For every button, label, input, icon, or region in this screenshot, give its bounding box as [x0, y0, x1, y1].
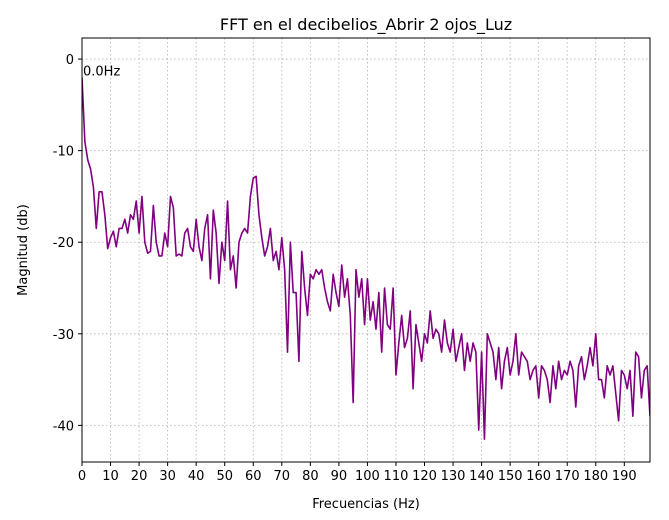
y-tick-label: -10 — [53, 145, 74, 160]
x-tick-label: 0 — [78, 469, 86, 484]
y-tick-label: -20 — [53, 236, 74, 251]
x-tick-label: 90 — [331, 469, 348, 484]
x-tick-label: 60 — [245, 469, 262, 484]
plot-frame — [81, 37, 651, 463]
x-tick-label: 40 — [188, 469, 205, 484]
x-tick-label: 100 — [355, 469, 380, 484]
x-tick-label: 140 — [469, 469, 494, 484]
x-tick-label: 120 — [412, 469, 437, 484]
y-tick-label: -40 — [53, 419, 74, 434]
y-tick-label: 0 — [66, 53, 74, 68]
x-tick-label: 70 — [274, 469, 291, 484]
x-tick-label: 50 — [216, 469, 233, 484]
x-tick-label: 150 — [498, 469, 523, 484]
x-axis-label: Frecuencias (Hz) — [312, 497, 420, 512]
x-tick-label: 190 — [612, 469, 637, 484]
annotation: 0.0Hz — [83, 64, 120, 79]
y-axis-label: Magnitud (db) — [16, 204, 31, 296]
data-line — [82, 77, 650, 440]
x-tick-label: 30 — [159, 469, 176, 484]
x-tick-label: 180 — [583, 469, 608, 484]
x-tick-label: 10 — [102, 469, 119, 484]
x-tick-label: 110 — [384, 469, 409, 484]
x-tick-label: 20 — [131, 469, 148, 484]
y-tick-label: -30 — [53, 328, 74, 343]
x-tick-label: 80 — [302, 469, 319, 484]
x-tick-label: 130 — [441, 469, 466, 484]
chart-title: FFT en el decibelios_Abrir 2 ojos_Luz — [220, 15, 512, 35]
x-tick-label: 160 — [526, 469, 551, 484]
x-tick-label: 170 — [555, 469, 580, 484]
